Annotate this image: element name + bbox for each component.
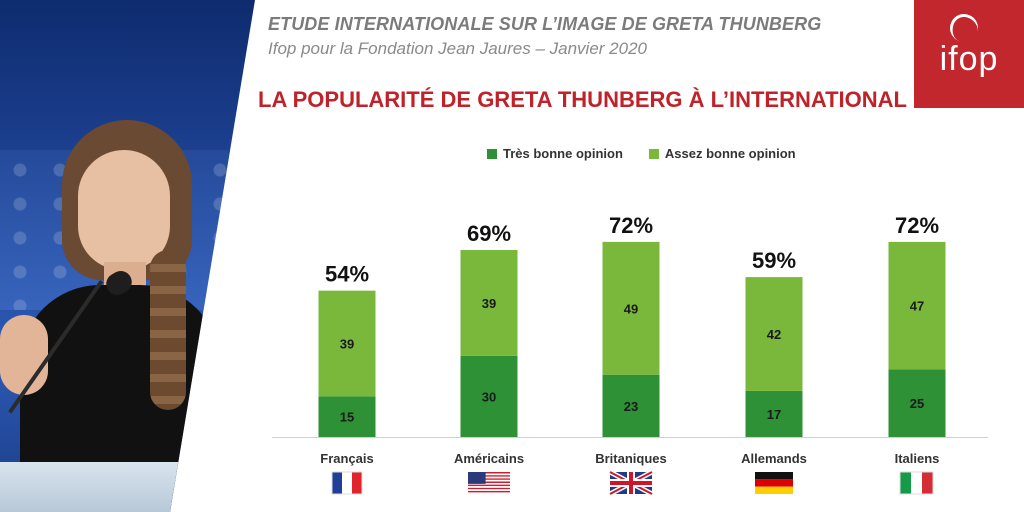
de-flag-icon <box>755 472 793 494</box>
legend-swatch-dark-green <box>487 148 497 159</box>
bar-tres-bonne-0 <box>318 396 376 437</box>
data-label-tres-bonne-4: 25 <box>910 396 924 411</box>
total-label-3: 59% <box>752 248 796 273</box>
bar-assez-bonne-2 <box>602 241 660 375</box>
braid <box>150 250 186 410</box>
category-label-0: Français <box>320 451 373 466</box>
data-label-assez-bonne-0: 39 <box>340 337 354 352</box>
bar-tres-bonne-3 <box>745 390 803 437</box>
category-label-3: Allemands <box>741 451 807 466</box>
bar-tres-bonne-4 <box>888 369 946 437</box>
logo-text: ifop <box>939 40 999 78</box>
us-flag-icon <box>468 472 510 494</box>
study-subtitle: Ifop pour la Fondation Jean Jaures – Jan… <box>268 39 647 58</box>
legend-label-tres-bonne: Très bonne opinion <box>503 146 623 161</box>
total-label-4: 72% <box>895 213 939 238</box>
bar-assez-bonne-0 <box>318 290 376 397</box>
legend-item-assez-bonne: Assez bonne opinion <box>648 146 796 161</box>
legend-label-assez-bonne: Assez bonne opinion <box>664 146 796 161</box>
data-label-tres-bonne-0: 15 <box>340 410 354 425</box>
data-label-assez-bonne-3: 42 <box>767 327 781 342</box>
face <box>78 150 170 270</box>
total-label-0: 54% <box>325 262 369 287</box>
data-label-assez-bonne-4: 47 <box>910 299 924 314</box>
fr-flag-icon <box>331 471 363 495</box>
data-label-assez-bonne-2: 49 <box>624 301 638 316</box>
legend-swatch-light-green <box>648 148 659 159</box>
data-label-tres-bonne-3: 17 <box>767 407 781 422</box>
uk-flag-icon <box>608 469 654 497</box>
data-label-tres-bonne-2: 23 <box>624 399 638 414</box>
podium <box>0 462 200 512</box>
legend-item-tres-bonne: Très bonne opinion <box>487 146 623 161</box>
category-label-2: Britaniques <box>595 451 667 466</box>
bar-assez-bonne-1 <box>460 250 518 356</box>
category-label-4: Italiens <box>895 451 940 466</box>
bar-tres-bonne-2 <box>602 374 660 437</box>
study-title: ETUDE INTERNATIONALE SUR L’IMAGE DE GRET… <box>268 14 822 34</box>
total-label-1: 69% <box>467 221 511 246</box>
ifop-logo: ifop <box>914 0 1024 108</box>
chart-title: LA POPULARITÉ DE GRETA THUNBERG À L’INTE… <box>258 87 907 112</box>
greta-thunberg-photo <box>0 0 255 512</box>
bar-tres-bonne-1 <box>460 355 518 437</box>
data-label-tres-bonne-1: 30 <box>482 389 496 404</box>
bar-assez-bonne-4 <box>888 241 946 370</box>
data-label-assez-bonne-1: 39 <box>482 296 496 311</box>
shoulder <box>0 315 48 395</box>
total-label-2: 72% <box>609 213 653 238</box>
it-flag-icon <box>899 471 934 495</box>
bar-assez-bonne-3 <box>745 277 803 391</box>
chart-legend: Très bonne opinion Assez bonne opinion <box>487 146 796 161</box>
category-label-1: Américains <box>454 451 524 466</box>
